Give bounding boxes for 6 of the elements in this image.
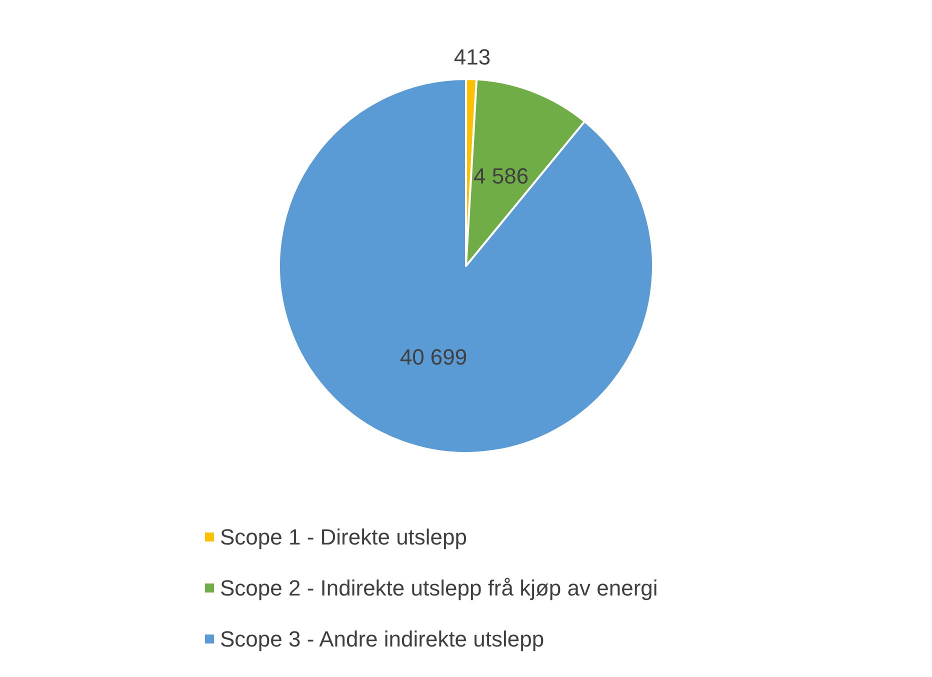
data-label: 40 699 xyxy=(400,344,468,370)
legend-label: Scope 1 - Direkte utslepp xyxy=(220,524,468,550)
legend-label: Scope 3 - Andre indirekte utslepp xyxy=(220,626,544,652)
data-label: 4 586 xyxy=(474,164,529,189)
data-label: 413 xyxy=(454,44,491,70)
legend-label: Scope 2 - Indirekte utslepp frå kjøp av energi xyxy=(220,576,658,600)
